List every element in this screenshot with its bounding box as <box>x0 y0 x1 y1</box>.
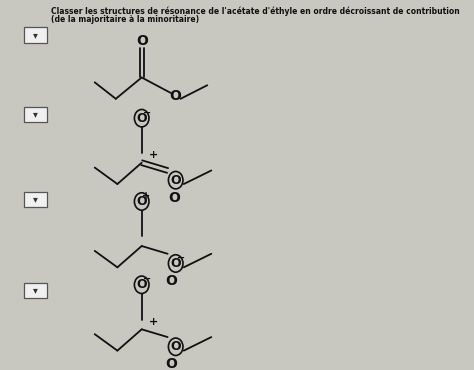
Text: −: − <box>176 253 184 263</box>
Circle shape <box>135 276 149 293</box>
Text: −: − <box>143 107 151 117</box>
Text: Classer les structures de résonance de l'acétate d'éthyle en ordre décroissant d: Classer les structures de résonance de l… <box>51 7 460 16</box>
Circle shape <box>135 110 149 127</box>
Text: O: O <box>169 89 181 103</box>
Text: (de la majoritaire à la minoritaire): (de la majoritaire à la minoritaire) <box>51 16 199 24</box>
Text: ▾: ▾ <box>33 286 38 296</box>
FancyBboxPatch shape <box>24 192 47 207</box>
Text: ▾: ▾ <box>33 30 38 40</box>
Text: O: O <box>170 340 181 353</box>
Circle shape <box>168 338 183 356</box>
Circle shape <box>135 193 149 210</box>
Circle shape <box>168 171 183 189</box>
Text: O: O <box>170 257 181 270</box>
Text: O: O <box>170 174 181 186</box>
Text: O: O <box>137 195 147 208</box>
Text: O: O <box>165 357 177 370</box>
Text: +: + <box>143 191 151 201</box>
Text: O: O <box>168 191 180 205</box>
Text: +: + <box>149 150 158 160</box>
Text: O: O <box>137 112 147 125</box>
FancyBboxPatch shape <box>24 27 47 43</box>
Text: +: + <box>149 317 158 327</box>
Text: O: O <box>165 274 177 288</box>
FancyBboxPatch shape <box>24 107 47 122</box>
Text: O: O <box>136 34 147 48</box>
Text: O: O <box>137 278 147 291</box>
Circle shape <box>168 255 183 272</box>
Text: −: − <box>143 274 151 284</box>
FancyBboxPatch shape <box>24 283 47 298</box>
Text: ▾: ▾ <box>33 109 38 119</box>
Text: ▾: ▾ <box>33 195 38 205</box>
